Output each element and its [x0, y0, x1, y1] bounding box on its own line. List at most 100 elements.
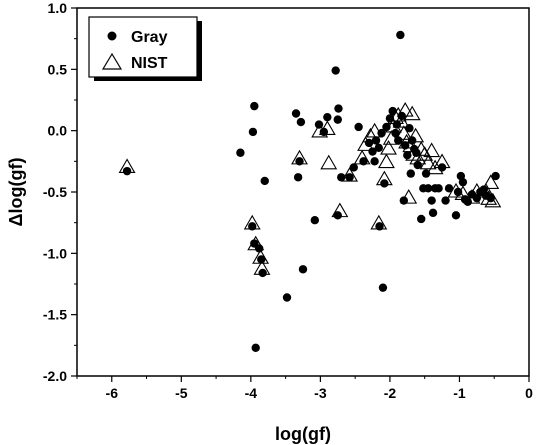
- nist-point: [253, 260, 271, 275]
- gray-point: [382, 122, 391, 132]
- x-tick-label: -4: [245, 385, 258, 401]
- y-tick-label: -2.0: [43, 368, 67, 384]
- gray-point: [293, 173, 303, 182]
- gray-point: [349, 163, 358, 172]
- nist-point: [382, 130, 400, 145]
- nist-point: [392, 112, 410, 128]
- nist-point: [341, 166, 359, 182]
- gray-point: [368, 147, 377, 156]
- gray-point: [444, 184, 454, 193]
- legend-gray-marker: [107, 31, 117, 41]
- y-tick-label: -0.5: [43, 184, 67, 200]
- gray-point: [406, 169, 415, 178]
- nist-point: [396, 101, 414, 117]
- nist-point: [384, 117, 402, 133]
- nist-point: [419, 154, 437, 170]
- gray-point: [413, 160, 422, 170]
- legend-nist-marker: [101, 52, 123, 70]
- gray-point: [310, 216, 320, 225]
- gray-point: [421, 169, 431, 178]
- gray-point: [453, 187, 463, 197]
- nist-point: [362, 127, 379, 143]
- nist-point: [380, 139, 397, 155]
- nist-point: [423, 142, 441, 158]
- gray-point: [417, 214, 426, 224]
- x-tick-label: 0: [525, 385, 533, 401]
- gray-point: [250, 101, 259, 111]
- gray-point: [323, 112, 332, 122]
- x-tick-label: -2: [384, 385, 397, 401]
- nist-point: [389, 106, 407, 122]
- gray-point: [354, 122, 363, 132]
- gray-point: [405, 124, 414, 133]
- gray-point: [251, 343, 260, 352]
- gray-point: [298, 265, 308, 274]
- gray-point: [441, 196, 450, 205]
- nist-point: [318, 120, 336, 135]
- gray-point: [403, 151, 412, 160]
- gray-point: [248, 127, 258, 137]
- gray-point: [257, 255, 266, 264]
- legend-gray-label: Gray: [131, 29, 168, 46]
- gray-point: [427, 196, 436, 205]
- data-points: [118, 30, 502, 352]
- gray-point: [345, 173, 354, 182]
- nist-point: [468, 182, 486, 198]
- nist-point: [118, 158, 136, 174]
- gray-point: [296, 117, 306, 127]
- gray-point: [396, 30, 405, 40]
- nist-point: [400, 189, 418, 204]
- gray-point: [371, 136, 381, 145]
- nist-point: [331, 202, 349, 218]
- y-axis: -2.0 -1.5 -1.0 -0.5 0.0 0.5 1.0: [43, 0, 77, 384]
- gray-point: [394, 136, 403, 145]
- y-tick-label: 1.0: [48, 0, 68, 16]
- gray-point: [434, 184, 443, 193]
- x-tick-label: -3: [314, 385, 327, 401]
- y-axis-title: Δlog(gf): [6, 158, 26, 227]
- gray-point: [423, 184, 433, 193]
- nist-point: [247, 235, 265, 251]
- gray-point: [334, 104, 343, 113]
- y-tick-label: 0.0: [48, 123, 68, 139]
- x-axis: -6 -5 -4 -3 -2 -1 0: [76, 376, 533, 401]
- gray-point: [428, 208, 438, 218]
- gray-point: [377, 128, 386, 138]
- nist-point: [407, 127, 425, 143]
- nist-point: [243, 214, 261, 230]
- y-tick-label: -1.0: [43, 245, 67, 261]
- nist-point: [403, 105, 421, 121]
- nist-point: [405, 146, 423, 161]
- legend: Gray NIST: [88, 16, 202, 81]
- nist-point: [412, 141, 430, 156]
- gray-point: [333, 211, 342, 220]
- gray-point: [122, 166, 132, 176]
- gray-point: [236, 148, 245, 157]
- gray-point: [491, 171, 500, 181]
- nist-point: [409, 149, 427, 165]
- gray-point: [458, 177, 468, 187]
- nist-point: [454, 185, 472, 201]
- nist-point: [416, 146, 434, 161]
- gray-point: [291, 109, 301, 118]
- nist-point: [377, 153, 395, 169]
- nist-point: [357, 136, 375, 151]
- nist-point: [291, 149, 308, 165]
- gray-point: [378, 283, 388, 292]
- gray-point: [260, 176, 269, 186]
- nist-point: [375, 170, 393, 186]
- nist-point: [311, 122, 329, 138]
- legend-nist-label: NIST: [131, 55, 168, 72]
- x-tick-label: -1: [453, 385, 466, 401]
- nist-point: [353, 149, 371, 165]
- x-axis-title: log(gf): [275, 424, 331, 444]
- nist-point: [482, 174, 500, 189]
- gray-point: [282, 293, 292, 302]
- nist-point: [447, 182, 465, 198]
- x-tick-label: -5: [175, 385, 188, 401]
- gray-point: [451, 211, 461, 220]
- y-tick-label: 0.5: [48, 61, 68, 77]
- nist-point: [320, 154, 338, 170]
- nist-point: [484, 192, 502, 208]
